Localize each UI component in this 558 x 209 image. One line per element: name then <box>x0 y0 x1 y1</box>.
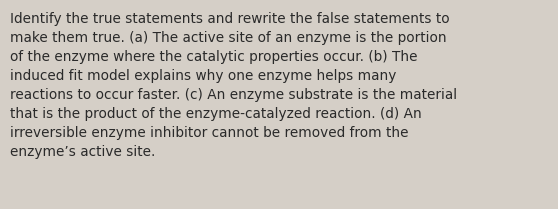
Text: Identify the true statements and rewrite the false statements to
make them true.: Identify the true statements and rewrite… <box>10 12 457 159</box>
